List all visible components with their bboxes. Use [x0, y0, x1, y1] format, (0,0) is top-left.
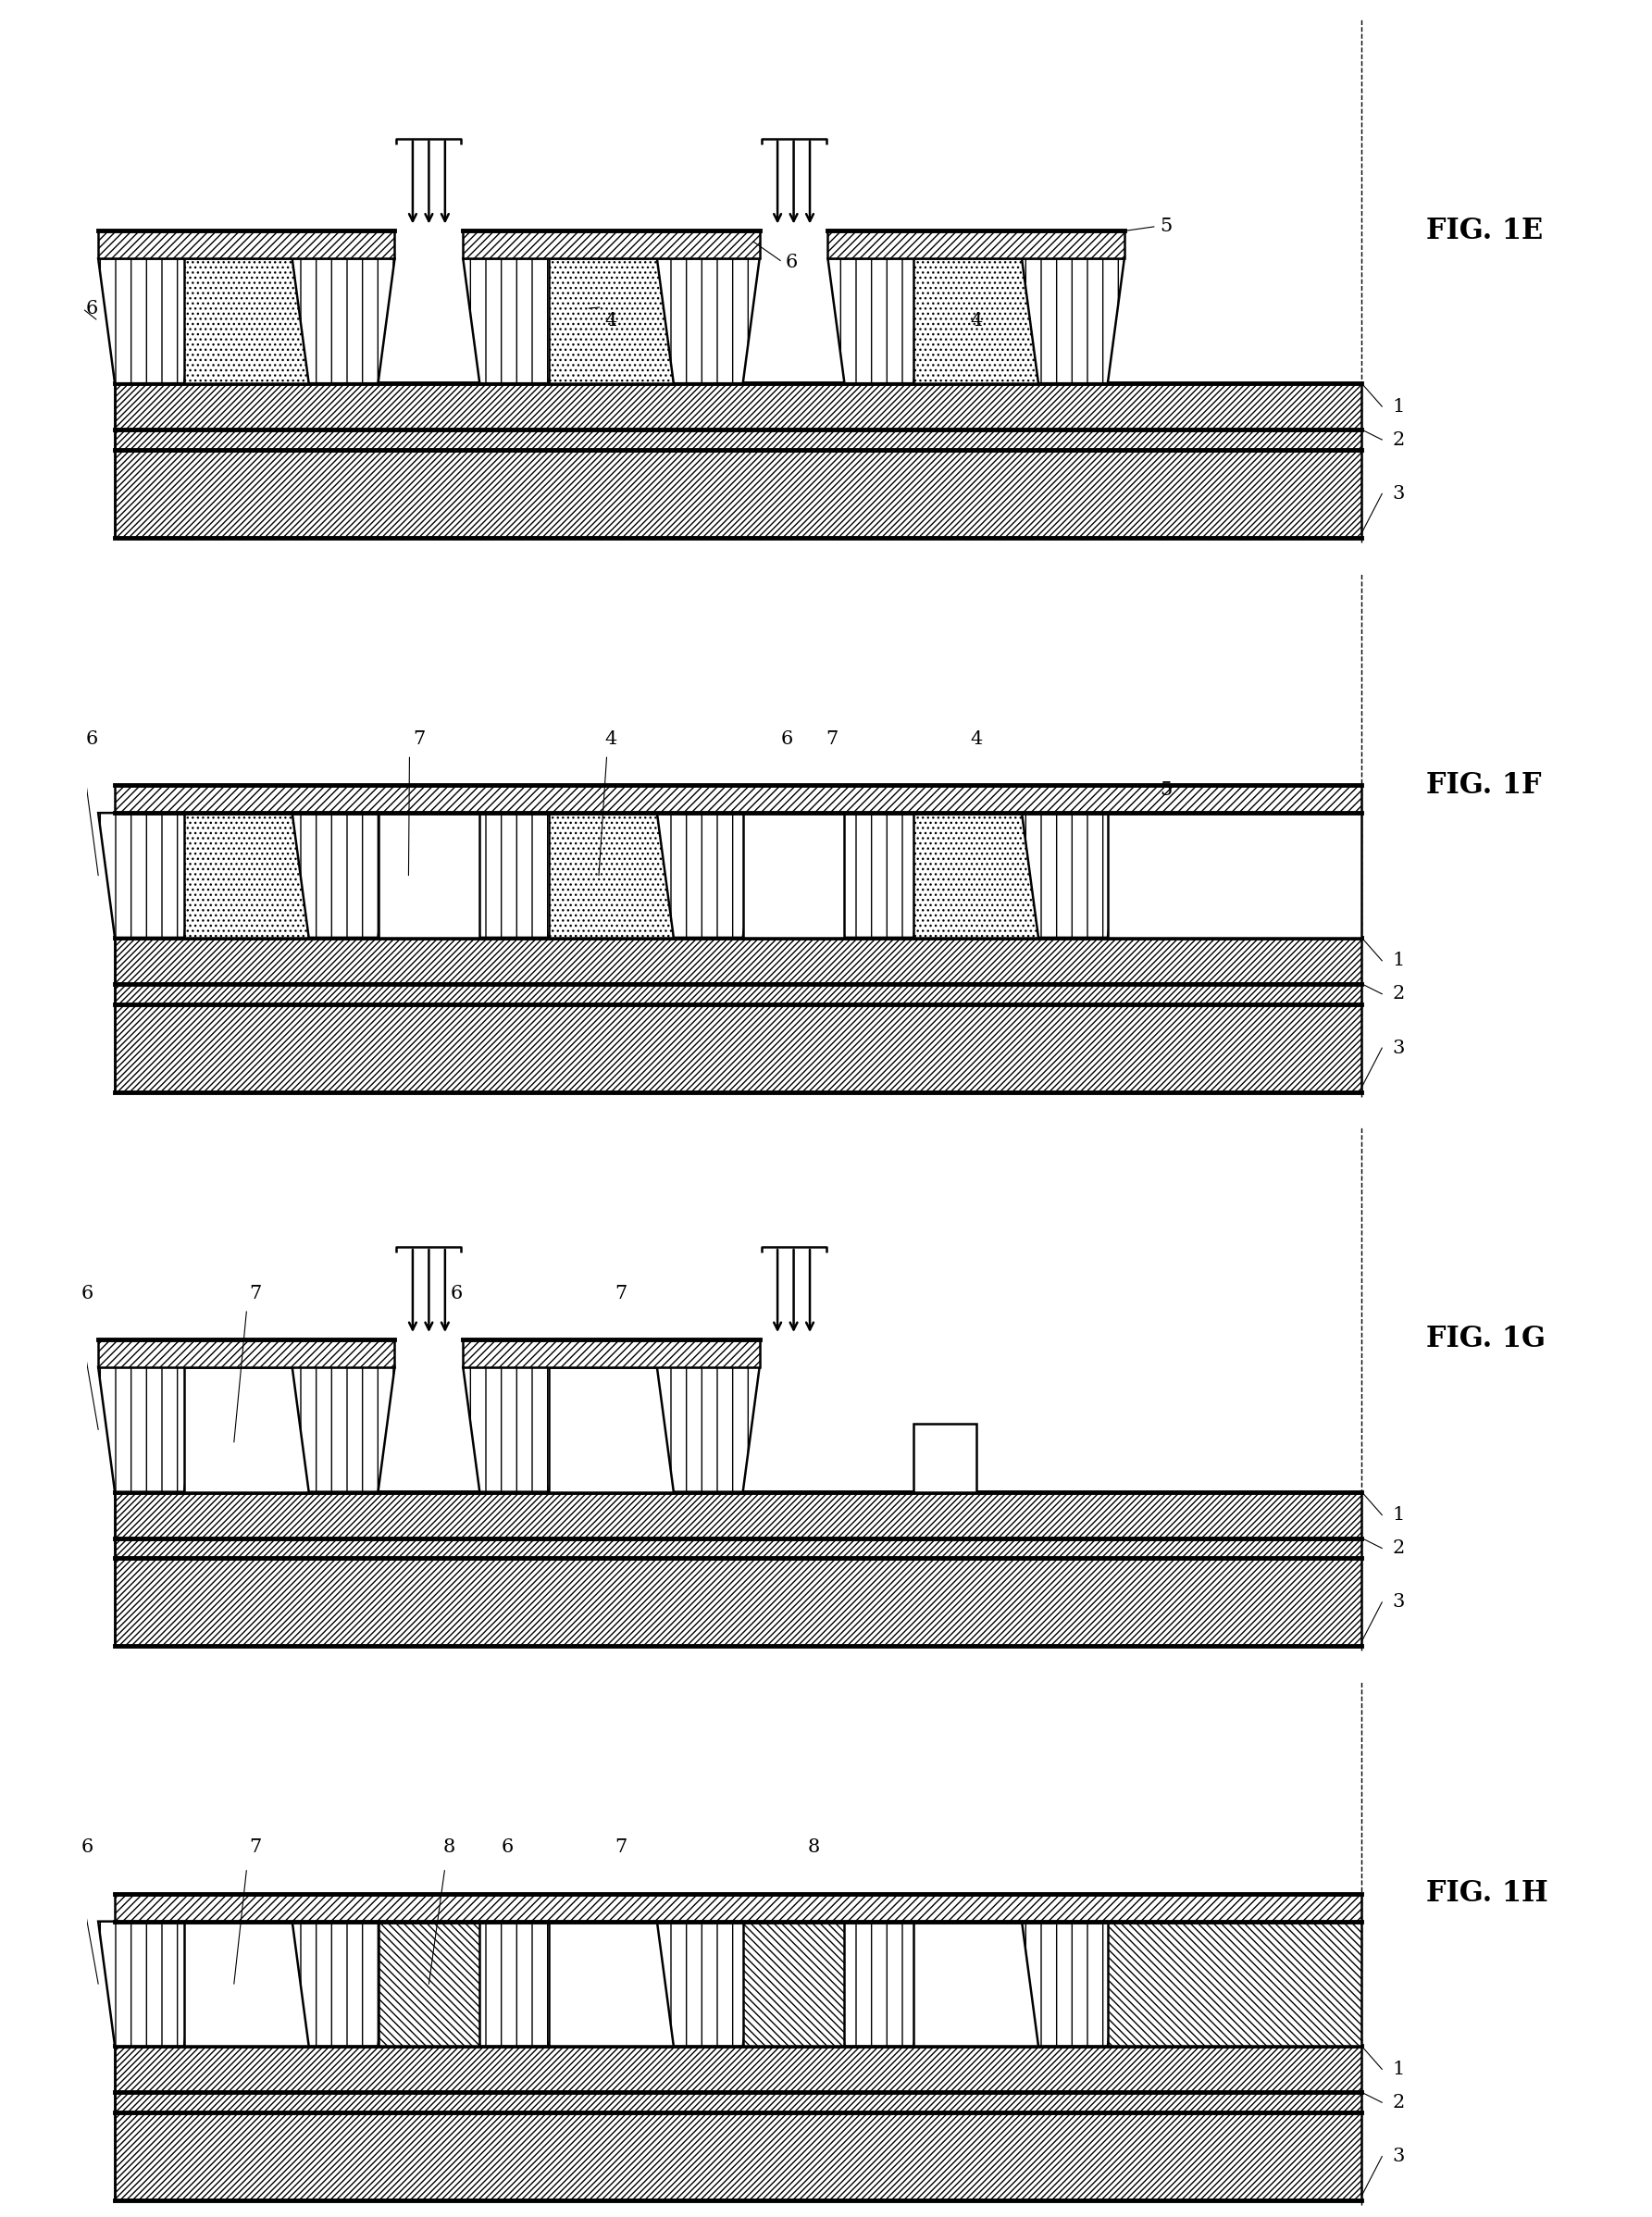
Polygon shape — [1023, 814, 1125, 938]
Text: 4: 4 — [605, 313, 618, 330]
Text: 6: 6 — [86, 299, 97, 317]
Bar — [378, 1922, 479, 2046]
Text: 2: 2 — [1393, 2093, 1404, 2111]
Bar — [116, 1004, 1361, 1091]
Text: 3: 3 — [1393, 486, 1404, 503]
Bar — [914, 1423, 976, 1492]
Bar — [548, 1922, 674, 2046]
Bar — [463, 1339, 760, 1368]
Polygon shape — [657, 259, 760, 384]
Bar — [116, 1893, 1361, 1922]
Bar — [914, 259, 1039, 384]
Polygon shape — [657, 814, 760, 938]
Text: 6: 6 — [501, 1838, 514, 1856]
Bar — [116, 1539, 1361, 1559]
Bar — [914, 1922, 1039, 2046]
Text: FIG. 1F: FIG. 1F — [1426, 772, 1541, 800]
Bar — [116, 1559, 1361, 1645]
Text: 6: 6 — [86, 729, 97, 747]
Text: 6: 6 — [786, 253, 798, 270]
Text: 6: 6 — [81, 1284, 93, 1301]
Text: 3: 3 — [1393, 1594, 1404, 1612]
Polygon shape — [1023, 259, 1125, 384]
Bar — [183, 1368, 309, 1492]
Bar — [1108, 1922, 1361, 2046]
Polygon shape — [97, 814, 202, 938]
Text: 7: 7 — [249, 1838, 261, 1856]
Text: FIG. 1H: FIG. 1H — [1426, 1880, 1548, 1909]
Bar — [116, 984, 1361, 1004]
Text: 4: 4 — [605, 729, 618, 747]
Text: 5: 5 — [1160, 780, 1171, 798]
Text: 4: 4 — [970, 729, 983, 747]
Bar — [183, 1922, 309, 2046]
Polygon shape — [828, 259, 930, 384]
Polygon shape — [292, 1922, 395, 2046]
Bar — [116, 2113, 1361, 2199]
Text: 1: 1 — [1393, 397, 1404, 415]
Text: 2: 2 — [1393, 430, 1404, 448]
Bar — [914, 814, 1039, 938]
Bar — [116, 2093, 1361, 2113]
Text: FIG. 1G: FIG. 1G — [1426, 1326, 1546, 1355]
Polygon shape — [463, 1368, 565, 1492]
Bar — [97, 231, 395, 259]
Bar — [378, 814, 479, 938]
Polygon shape — [463, 259, 565, 384]
Text: 2: 2 — [1393, 984, 1404, 1002]
Polygon shape — [97, 1368, 202, 1492]
Bar — [116, 430, 1361, 450]
Bar — [743, 814, 844, 938]
Bar — [743, 1922, 844, 2046]
Bar — [183, 259, 309, 384]
Text: 1: 1 — [1393, 2060, 1404, 2077]
Polygon shape — [292, 814, 395, 938]
Bar — [548, 1368, 674, 1492]
Bar — [1108, 814, 1361, 938]
Text: 6: 6 — [81, 1838, 93, 1856]
Polygon shape — [97, 259, 202, 384]
Text: 6: 6 — [781, 729, 793, 747]
Bar — [116, 384, 1361, 430]
Text: 5: 5 — [1160, 217, 1171, 235]
Text: 1: 1 — [1393, 1505, 1404, 1523]
Polygon shape — [828, 1922, 930, 2046]
Text: 3: 3 — [1393, 1040, 1404, 1058]
Polygon shape — [463, 1922, 565, 2046]
Polygon shape — [292, 259, 395, 384]
Bar — [116, 785, 1361, 814]
Bar — [116, 1492, 1361, 1539]
Bar — [548, 259, 674, 384]
Bar — [828, 231, 1125, 259]
Polygon shape — [292, 1368, 395, 1492]
Text: 2: 2 — [1393, 1539, 1404, 1556]
Polygon shape — [657, 1922, 760, 2046]
Text: 7: 7 — [615, 1838, 626, 1856]
Text: 8: 8 — [808, 1838, 819, 1856]
Bar — [463, 231, 760, 259]
Polygon shape — [463, 814, 565, 938]
Text: 3: 3 — [1393, 2148, 1404, 2166]
Polygon shape — [828, 814, 930, 938]
Text: 7: 7 — [413, 729, 425, 747]
Bar — [183, 814, 309, 938]
Text: FIG. 1E: FIG. 1E — [1426, 217, 1543, 246]
Text: 7: 7 — [615, 1284, 626, 1301]
Bar — [548, 814, 674, 938]
Bar — [116, 2046, 1361, 2093]
Text: 7: 7 — [826, 729, 838, 747]
Text: 1: 1 — [1393, 951, 1404, 969]
Bar — [116, 938, 1361, 984]
Text: 6: 6 — [451, 1284, 463, 1301]
Text: 7: 7 — [249, 1284, 261, 1301]
Bar — [116, 450, 1361, 537]
Bar — [97, 1339, 395, 1368]
Polygon shape — [657, 1368, 760, 1492]
Polygon shape — [1023, 1922, 1125, 2046]
Text: 4: 4 — [970, 313, 983, 330]
Polygon shape — [97, 1922, 202, 2046]
Text: 8: 8 — [443, 1838, 456, 1856]
